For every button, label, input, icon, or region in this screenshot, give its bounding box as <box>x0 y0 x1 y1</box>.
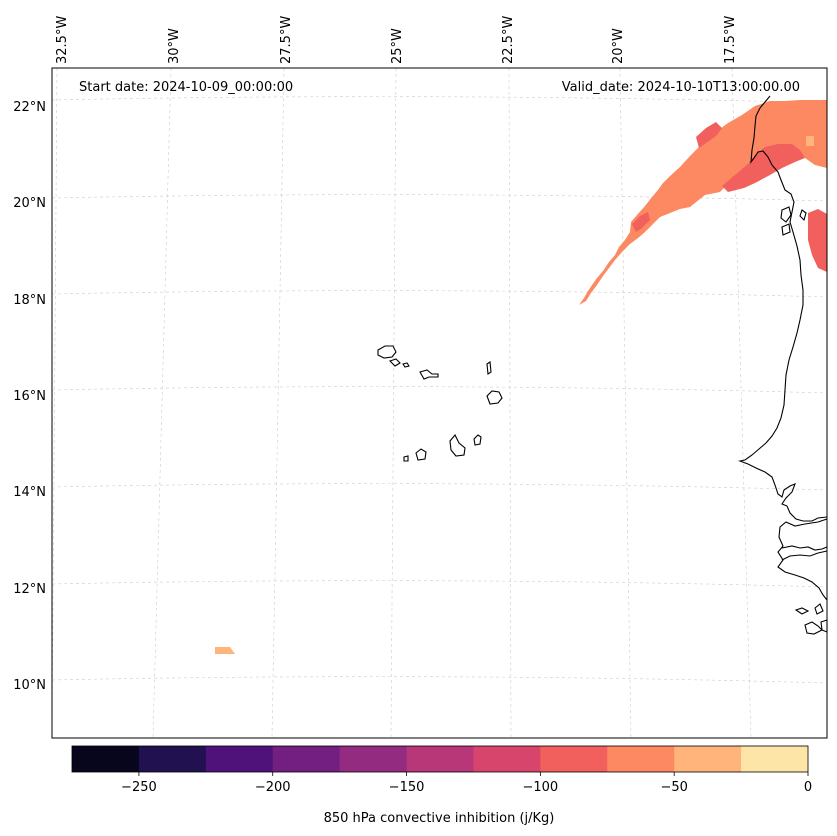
colorbar-tick-label: −100 <box>523 780 559 795</box>
cin-region-minus-100-west <box>632 212 650 232</box>
cin-field <box>215 100 827 654</box>
longitude-gridlines <box>51 67 752 739</box>
start-date-label: Start date: 2024-10-09_00:00:00 <box>79 80 293 95</box>
lat-label: 10°N <box>13 678 46 693</box>
cin-region-minus-50-small <box>806 136 814 146</box>
colorbar-tick-label: −200 <box>255 780 291 795</box>
colorbar-frame <box>71 745 809 773</box>
island-santiago <box>449 434 466 457</box>
colorbar-segment <box>272 746 341 772</box>
valid-date-label: Valid_date: 2024-10-10T13:00:00.00 <box>562 80 800 95</box>
cin-region-minus-100-east <box>808 209 827 272</box>
cin-region-minus-50-southwest <box>215 647 235 654</box>
lat-label: 12°N <box>13 582 46 597</box>
lon-label: 30°W <box>167 28 182 64</box>
cin-region-minus-100-north <box>696 122 722 148</box>
map-frame <box>51 67 828 739</box>
colorbar-segment <box>607 746 675 772</box>
cape-verde-islands <box>377 345 503 462</box>
colorbar-tick-label: −50 <box>660 780 687 795</box>
lon-label: 32.5°W <box>55 16 70 64</box>
lon-label: 20°W <box>611 28 626 64</box>
lat-label: 22°N <box>13 100 46 115</box>
island-fogo <box>415 448 427 461</box>
colorbar-segment <box>138 746 207 772</box>
colorbar-segment <box>473 746 541 772</box>
lon-label: 27.5°W <box>279 16 294 64</box>
lat-label: 18°N <box>13 293 46 308</box>
latitude-gridlines <box>51 96 828 684</box>
lon-label: 22.5°W <box>501 16 516 64</box>
island-santa-luzia <box>402 362 410 368</box>
colorbar-segment <box>72 746 140 772</box>
colorbar-tick-label: −250 <box>121 780 157 795</box>
lat-label: 16°N <box>13 389 46 404</box>
colorbar-tick-label: 0 <box>804 780 812 795</box>
lat-label: 14°N <box>13 485 46 500</box>
lat-label: 20°N <box>13 196 46 211</box>
colorbar-segment <box>741 746 809 772</box>
cin-region-minus-75 <box>579 100 827 305</box>
colorbar-title: 850 hPa convective inhibition (j/Kg) <box>324 811 555 826</box>
lon-label: 25°W <box>390 28 405 64</box>
island-sal <box>486 361 492 375</box>
colorbar-segment <box>674 746 742 772</box>
cin-region-minus-100-coast <box>722 144 805 192</box>
colorbar-segment <box>540 746 608 772</box>
colorbar-tick-label: −150 <box>389 780 425 795</box>
colorbar-segment <box>205 746 274 772</box>
colorbar-segment <box>339 746 408 772</box>
coastline-africa <box>738 95 828 635</box>
lon-label: 17.5°W <box>723 16 738 64</box>
latitude-labels: 22°N 20°N 18°N 16°N 14°N 12°N 10°N <box>13 100 46 693</box>
island-boa-vista <box>486 390 503 405</box>
map-panel <box>51 67 828 739</box>
island-sao-vicente <box>388 358 401 367</box>
colorbar-segment <box>406 746 474 772</box>
island-sao-nicolau <box>419 369 439 380</box>
colorbar: −250 −200 −150 −100 −50 0 <box>71 745 812 795</box>
island-brava <box>403 455 409 462</box>
island-santo-antao <box>377 345 397 359</box>
island-maio <box>473 434 482 446</box>
longitude-labels: 32.5°W 30°W 27.5°W 25°W 22.5°W 20°W 17.5… <box>55 16 738 64</box>
